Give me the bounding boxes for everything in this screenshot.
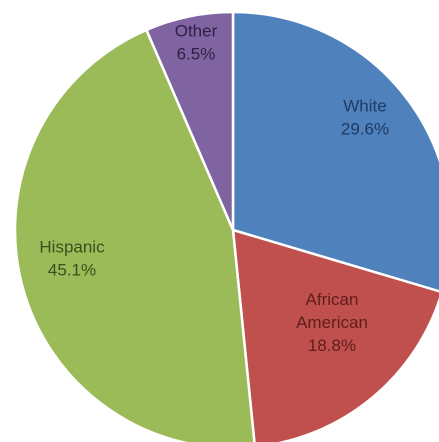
slice-value-label: 18.8%	[308, 336, 356, 355]
slice-category-label: Other	[175, 22, 218, 41]
pie-slice-other	[144, 10, 235, 231]
pie-label-hispanic: Hispanic 45.1%	[39, 238, 105, 280]
slice-category-label: White	[343, 97, 386, 116]
pie-label-african-american: African American 18.8%	[296, 290, 368, 355]
pie-slices	[13, 10, 439, 442]
pie-label-white: White 29.6%	[341, 97, 389, 139]
pie-label-other: Other 6.5%	[175, 22, 218, 64]
pie-slice-white	[231, 10, 439, 293]
slice-category-label: Hispanic	[39, 238, 105, 257]
slice-category-label: African	[306, 290, 359, 309]
slice-value-label: 29.6%	[341, 120, 389, 139]
slice-value-label: 6.5%	[177, 45, 216, 64]
pie-slice-african-american	[231, 228, 439, 442]
slice-value-label: 45.1%	[48, 261, 96, 280]
pie-slice-hispanic	[13, 28, 256, 442]
slice-category-label: American	[296, 313, 368, 332]
pie-labels: White 29.6% African American 18.8% Hispanic 45…	[39, 22, 389, 356]
